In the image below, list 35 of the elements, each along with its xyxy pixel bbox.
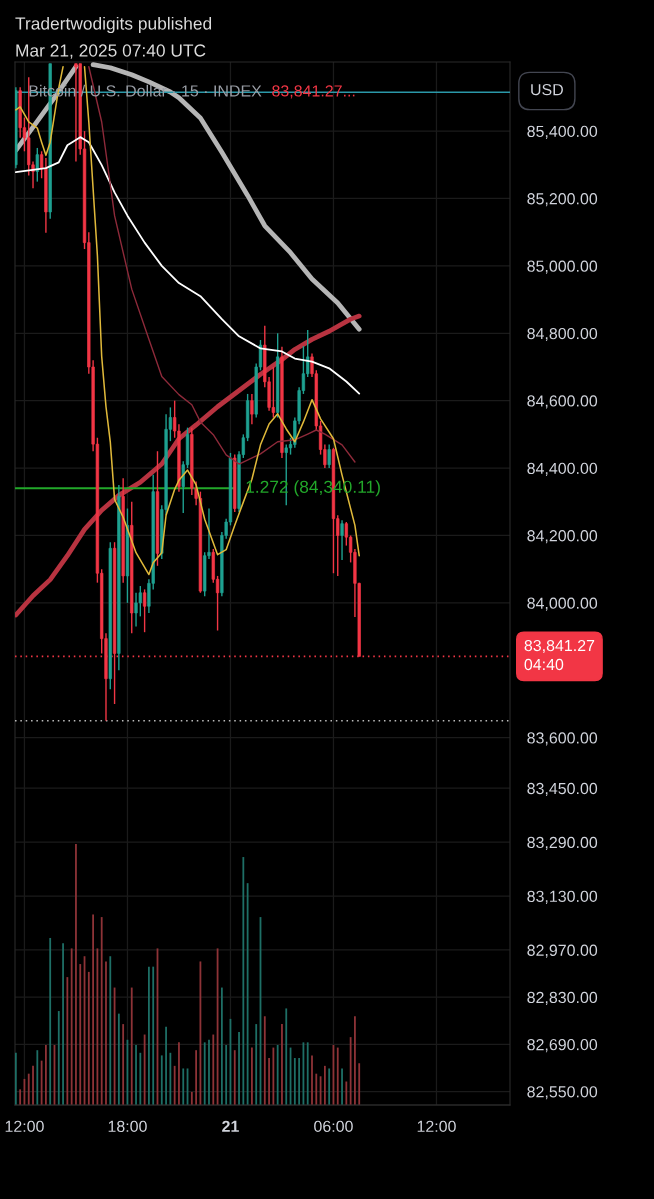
y-tick-label: 82,830.00: [527, 991, 598, 1005]
candlestick: [250, 393, 254, 425]
x-tick-label: 06:00: [314, 1120, 353, 1133]
y-tick-label: 84,000.00: [527, 597, 598, 611]
y-tick-label: 83,600.00: [527, 732, 598, 746]
candlestick: [271, 366, 276, 419]
line-series: [88, 66, 356, 465]
y-tick-label: 85,000.00: [527, 260, 598, 274]
text: USD: [531, 83, 563, 96]
y-tick-label: 85,400.00: [527, 125, 598, 139]
y-tick-label: 82,550.00: [527, 1086, 598, 1100]
candlestick: [74, 62, 78, 163]
x-tick-label: 12:00: [5, 1120, 44, 1133]
candlestick: [327, 443, 331, 469]
y-tick-label: 85,200.00: [527, 193, 598, 207]
x-tick-label: 21: [222, 1120, 239, 1132]
y-tick-label: 84,400.00: [527, 462, 598, 476]
x-tick-label: 12:00: [417, 1120, 456, 1133]
y-tick-label: 82,690.00: [527, 1038, 598, 1053]
candlestick: [340, 519, 344, 561]
candlestick: [134, 592, 138, 628]
line-series: [15, 136, 361, 395]
x-tick-label: 18:00: [108, 1120, 147, 1133]
y-tick-label: 83,450.00: [527, 782, 598, 797]
candlestick: [142, 588, 147, 633]
y-tick-label: 84,200.00: [527, 530, 598, 544]
y-tick-label: 83,290.00: [527, 836, 598, 850]
chart-title: Tradertwodigits published: [15, 16, 212, 34]
y-tick-label: 83,130.00: [527, 890, 598, 904]
y-tick-label: 84,600.00: [527, 395, 598, 409]
y-tick-label: 84,800.00: [527, 327, 598, 342]
candlestick: [35, 147, 39, 183]
y-tick-label: 82,970.00: [527, 944, 598, 958]
ref-line-label: 83,841.27 04:40: [524, 639, 595, 671]
chart-subtitle: Mar 21, 2025 07:40 UTC: [16, 44, 206, 59]
